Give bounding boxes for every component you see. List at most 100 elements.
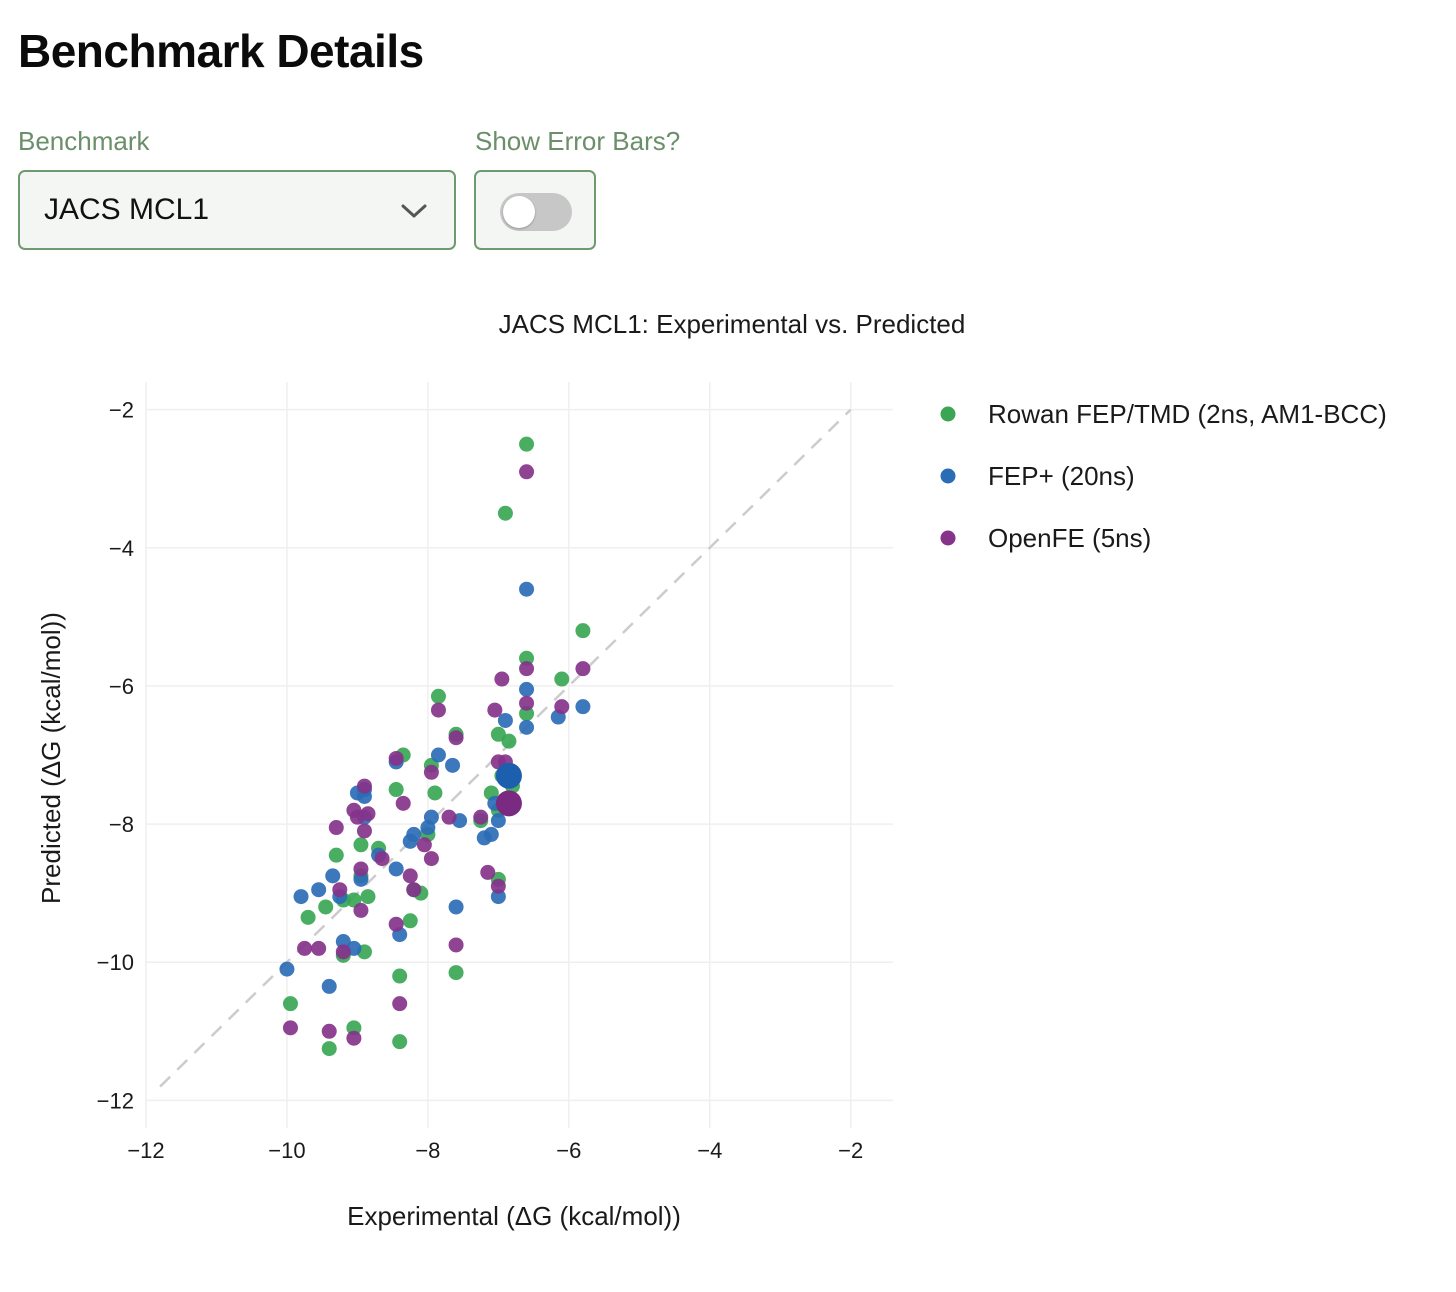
series-3 — [282, 464, 591, 1046]
data-point — [490, 878, 506, 894]
x-axis-ticks: −12 −10 −8 −6 −4 −2 — [127, 1138, 863, 1163]
y-tick-label: −10 — [97, 950, 134, 975]
data-point — [392, 1034, 408, 1050]
data-point — [416, 837, 432, 853]
data-point — [402, 833, 418, 849]
data-point — [388, 782, 404, 798]
benchmark-select[interactable]: JACS MCL1 — [18, 170, 456, 250]
data-point — [349, 809, 365, 825]
legend-marker — [940, 406, 956, 422]
data-point — [519, 581, 535, 597]
data-point — [388, 916, 404, 932]
error-bars-label: Show Error Bars? — [475, 126, 681, 156]
data-point — [441, 809, 457, 825]
y-tick-label: −8 — [109, 812, 134, 837]
x-tick-label: −6 — [556, 1138, 581, 1163]
data-point — [445, 757, 461, 773]
y-tick-label: −6 — [109, 674, 134, 699]
chart-legend: Rowan FEP/TMD (2ns, AM1-BCC) FEP+ (20ns) O… — [940, 399, 1387, 553]
data-point — [353, 871, 369, 887]
data-point — [392, 996, 408, 1012]
data-point — [321, 1023, 337, 1039]
data-point — [318, 899, 334, 915]
data-point — [374, 851, 390, 867]
y-tick-label: −4 — [109, 536, 134, 561]
data-point — [519, 650, 535, 666]
x-tick-label: −12 — [127, 1138, 164, 1163]
data-point — [554, 671, 570, 687]
data-point — [392, 968, 408, 984]
data-point — [519, 464, 535, 480]
error-bars-toggle-container — [474, 170, 596, 250]
data-point — [356, 788, 372, 804]
data-point — [423, 851, 439, 867]
data-point — [346, 1030, 362, 1046]
data-point — [490, 889, 506, 905]
data-point — [388, 861, 404, 877]
x-tick-label: −4 — [697, 1138, 722, 1163]
data-point — [430, 702, 446, 718]
x-tick-label: −2 — [838, 1138, 863, 1163]
legend-label: Rowan FEP/TMD (2ns, AM1-BCC) — [988, 399, 1387, 429]
data-point — [448, 899, 464, 915]
data-point — [406, 882, 422, 898]
legend-item: Rowan FEP/TMD (2ns, AM1-BCC) — [940, 399, 1387, 429]
legend-item: FEP+ (20ns) — [940, 461, 1135, 491]
identity-line — [159, 408, 852, 1088]
x-tick-label: −10 — [268, 1138, 305, 1163]
data-point — [430, 688, 446, 704]
data-point — [519, 661, 535, 677]
data-point — [519, 719, 535, 735]
data-point — [402, 868, 418, 884]
data-point — [448, 965, 464, 981]
data-point — [519, 695, 535, 711]
x-tick-label: −8 — [415, 1138, 440, 1163]
data-point — [293, 889, 309, 905]
data-point — [321, 978, 337, 994]
data-points — [279, 436, 591, 1057]
data-point — [575, 623, 591, 639]
series-1 — [282, 436, 591, 1057]
y-axis-ticks: −2 −4 −6 −8 −10 −12 — [97, 398, 134, 1114]
page-title: Benchmark Details — [18, 25, 424, 77]
data-point — [519, 436, 535, 452]
data-point — [282, 1020, 298, 1036]
legend-marker — [940, 530, 956, 546]
data-point — [335, 944, 351, 960]
data-point — [501, 733, 517, 749]
highlighted-point — [495, 790, 522, 817]
data-point — [575, 699, 591, 715]
data-point — [311, 882, 327, 898]
x-axis-label: Experimental (ΔG (kcal/mol)) — [347, 1201, 681, 1231]
data-point — [402, 913, 418, 929]
data-point — [356, 823, 372, 839]
highlighted-point — [495, 762, 522, 789]
chart-title: JACS MCL1: Experimental vs. Predicted — [499, 309, 966, 339]
legend-item: OpenFE (5ns) — [940, 523, 1151, 553]
legend-label: OpenFE (5ns) — [988, 523, 1151, 553]
chart-grid — [145, 382, 893, 1128]
data-point — [300, 909, 316, 925]
data-point — [335, 934, 351, 949]
data-point — [321, 1041, 337, 1057]
chevron-down-icon — [401, 204, 427, 218]
data-point — [328, 820, 344, 836]
data-point — [346, 1020, 362, 1036]
data-point — [395, 795, 411, 811]
data-point — [473, 809, 489, 825]
data-point — [356, 778, 372, 794]
benchmark-select-value: JACS MCL1 — [44, 193, 210, 226]
data-point — [279, 961, 295, 977]
data-point — [427, 785, 443, 801]
data-point — [448, 730, 464, 746]
data-point — [353, 837, 369, 853]
y-axis-label: Predicted (ΔG (kcal/mol)) — [36, 612, 66, 904]
data-point — [497, 505, 513, 521]
data-point — [332, 882, 348, 898]
error-bars-toggle[interactable] — [500, 193, 572, 231]
data-point — [519, 706, 535, 722]
data-point — [490, 813, 506, 829]
data-point — [423, 764, 439, 780]
data-point — [311, 940, 327, 956]
